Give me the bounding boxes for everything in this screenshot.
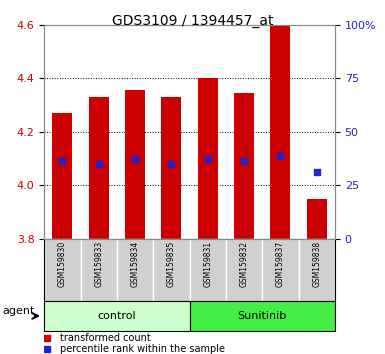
Bar bbox=[80, 239, 117, 301]
Text: control: control bbox=[98, 311, 136, 321]
Bar bbox=[190, 301, 335, 331]
Text: GSM159834: GSM159834 bbox=[131, 241, 140, 287]
Text: GSM159830: GSM159830 bbox=[58, 241, 67, 287]
Text: GSM159837: GSM159837 bbox=[276, 241, 285, 287]
Bar bbox=[226, 239, 262, 301]
Text: agent: agent bbox=[2, 307, 35, 316]
Text: GSM159838: GSM159838 bbox=[312, 241, 321, 287]
Bar bbox=[44, 301, 190, 331]
Text: Sunitinib: Sunitinib bbox=[238, 311, 287, 321]
Bar bbox=[234, 93, 254, 239]
Bar bbox=[299, 239, 335, 301]
Bar bbox=[44, 239, 80, 301]
Bar bbox=[262, 239, 299, 301]
Bar bbox=[270, 25, 290, 239]
Text: GSM159835: GSM159835 bbox=[167, 241, 176, 287]
Text: GSM159832: GSM159832 bbox=[239, 241, 249, 287]
Text: transformed count: transformed count bbox=[60, 333, 151, 343]
Text: GSM159831: GSM159831 bbox=[203, 241, 212, 287]
Bar bbox=[307, 199, 327, 239]
Bar bbox=[153, 239, 189, 301]
Text: percentile rank within the sample: percentile rank within the sample bbox=[60, 344, 225, 354]
Bar bbox=[52, 113, 72, 239]
Bar bbox=[190, 239, 226, 301]
Bar bbox=[125, 90, 145, 239]
Text: GDS3109 / 1394457_at: GDS3109 / 1394457_at bbox=[112, 14, 273, 28]
Bar bbox=[89, 97, 109, 239]
Bar bbox=[198, 78, 218, 239]
Bar bbox=[117, 239, 153, 301]
Bar bbox=[161, 97, 181, 239]
Text: GSM159833: GSM159833 bbox=[94, 241, 103, 287]
